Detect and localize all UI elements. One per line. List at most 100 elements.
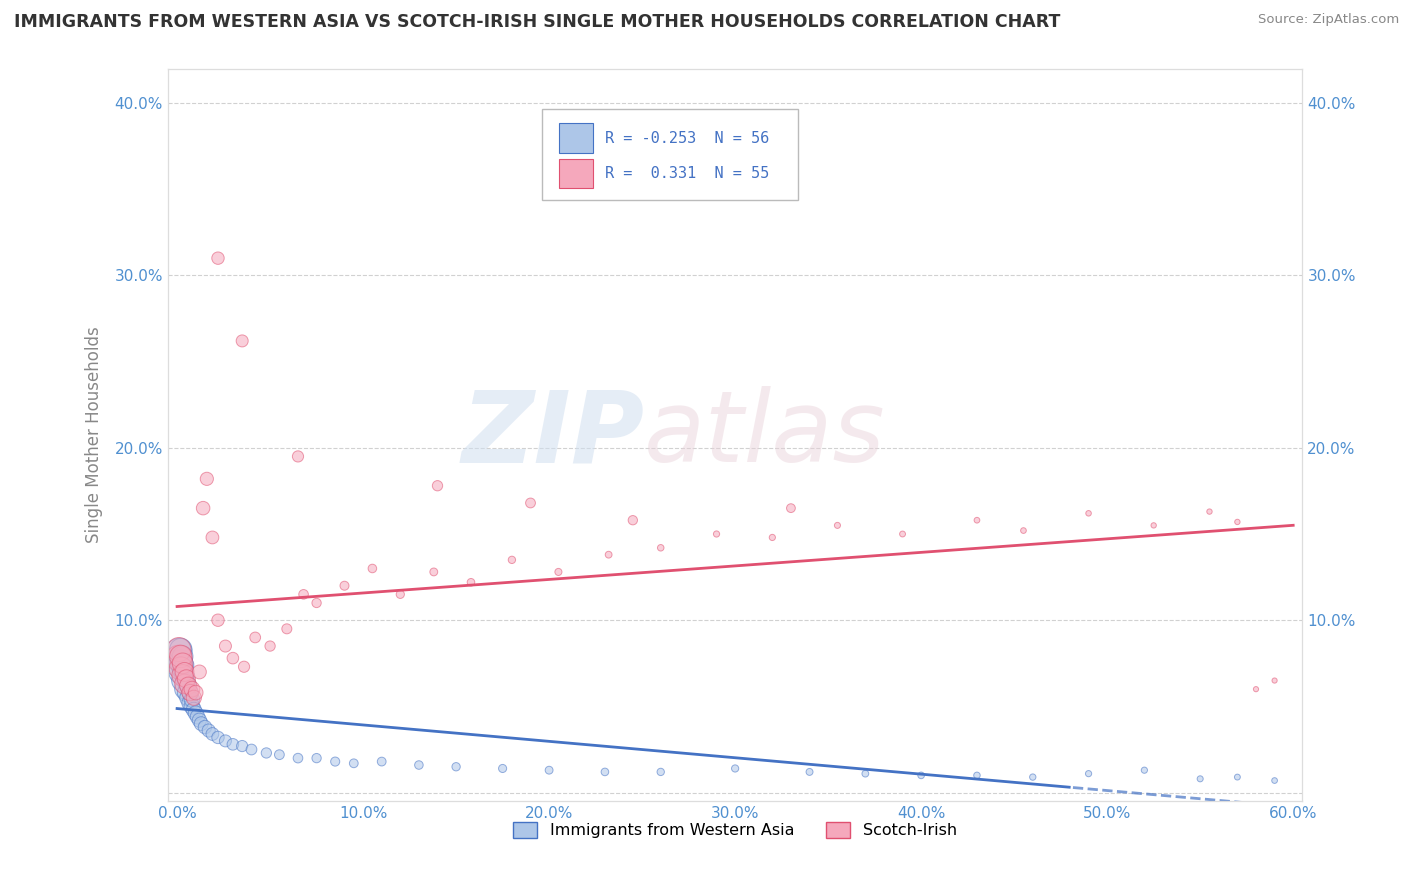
Point xyxy=(323,755,346,769)
Point xyxy=(201,531,224,545)
Point xyxy=(408,758,430,772)
Point xyxy=(181,692,204,706)
Point xyxy=(305,751,328,765)
Text: Source: ZipAtlas.com: Source: ZipAtlas.com xyxy=(1258,13,1399,27)
Point xyxy=(966,513,988,527)
Point xyxy=(361,561,384,575)
Text: IMMIGRANTS FROM WESTERN ASIA VS SCOTCH-IRISH SINGLE MOTHER HOUSEHOLDS CORRELATIO: IMMIGRANTS FROM WESTERN ASIA VS SCOTCH-I… xyxy=(14,13,1060,31)
Point xyxy=(1012,524,1035,538)
Point xyxy=(650,541,672,555)
FancyBboxPatch shape xyxy=(543,109,797,201)
Y-axis label: Single Mother Households: Single Mother Households xyxy=(86,326,103,543)
Point xyxy=(423,565,446,579)
Point xyxy=(184,685,207,699)
Point xyxy=(170,649,193,664)
Point xyxy=(1264,773,1286,788)
Point xyxy=(389,587,412,601)
Point xyxy=(207,731,229,745)
Point xyxy=(176,685,198,699)
Point xyxy=(1264,673,1286,688)
Point xyxy=(287,450,309,464)
Point xyxy=(827,518,849,533)
Point xyxy=(170,655,193,669)
Point xyxy=(1198,505,1220,519)
Point xyxy=(167,657,190,671)
Point xyxy=(179,696,201,710)
Point xyxy=(799,764,821,779)
Point xyxy=(343,756,366,771)
Point xyxy=(177,679,200,693)
Point xyxy=(593,764,616,779)
Point xyxy=(538,763,561,777)
Point xyxy=(269,747,291,762)
Text: R =  0.331  N = 55: R = 0.331 N = 55 xyxy=(605,166,769,181)
Point xyxy=(1226,770,1249,784)
Point xyxy=(172,673,194,688)
Point xyxy=(780,501,803,516)
Point xyxy=(170,665,193,679)
Point xyxy=(184,706,207,721)
Point xyxy=(207,251,229,265)
Point xyxy=(222,737,245,751)
Point xyxy=(186,710,208,724)
Point xyxy=(254,746,277,760)
Point xyxy=(598,548,620,562)
Point xyxy=(176,672,198,686)
Point xyxy=(501,553,523,567)
Point xyxy=(188,713,211,727)
Point xyxy=(966,768,988,782)
Point xyxy=(491,762,513,776)
Point xyxy=(287,751,309,765)
Point xyxy=(222,651,245,665)
Point xyxy=(214,734,236,748)
Point xyxy=(245,631,267,645)
Point xyxy=(194,720,217,734)
Point xyxy=(1226,515,1249,529)
Point xyxy=(305,596,328,610)
Point xyxy=(195,472,218,486)
Point xyxy=(179,685,201,699)
Point xyxy=(761,531,783,545)
Point xyxy=(173,668,195,682)
FancyBboxPatch shape xyxy=(560,123,593,153)
Point xyxy=(426,479,449,493)
Point xyxy=(173,677,195,691)
Point xyxy=(173,665,195,679)
Point xyxy=(191,501,214,516)
Point xyxy=(190,716,212,731)
FancyBboxPatch shape xyxy=(560,159,593,188)
Point xyxy=(197,723,219,738)
Point xyxy=(188,665,211,679)
Point xyxy=(1244,682,1267,697)
Point xyxy=(276,622,298,636)
Text: R = -0.253  N = 56: R = -0.253 N = 56 xyxy=(605,130,769,145)
Point xyxy=(259,639,281,653)
Point xyxy=(183,690,205,705)
Point xyxy=(444,760,467,774)
Point xyxy=(201,727,224,741)
Point xyxy=(167,651,190,665)
Point xyxy=(172,668,194,682)
Point xyxy=(172,657,194,671)
Point xyxy=(650,764,672,779)
Point xyxy=(1077,506,1099,520)
Text: ZIP: ZIP xyxy=(461,386,644,483)
Point xyxy=(170,642,193,657)
Point xyxy=(181,682,204,697)
Point xyxy=(706,527,728,541)
Point xyxy=(173,682,195,697)
Point xyxy=(1077,766,1099,780)
Text: atlas: atlas xyxy=(644,386,886,483)
Point xyxy=(172,649,194,664)
Point xyxy=(167,644,190,658)
Point xyxy=(170,661,193,675)
Point xyxy=(1189,772,1212,786)
Point xyxy=(179,685,201,699)
Point xyxy=(177,690,200,705)
Point xyxy=(292,587,315,601)
Point xyxy=(181,699,204,714)
Point xyxy=(724,762,747,776)
Point xyxy=(233,659,256,673)
Point xyxy=(177,679,200,693)
Point xyxy=(370,755,392,769)
